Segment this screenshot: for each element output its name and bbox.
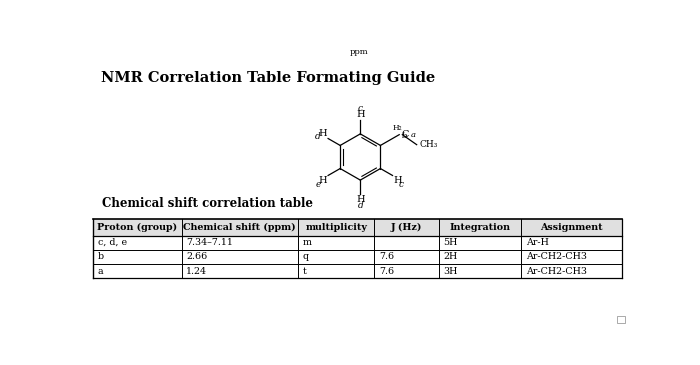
Text: b: b: [401, 132, 407, 140]
Text: d: d: [314, 132, 321, 141]
Text: 5H: 5H: [443, 238, 458, 247]
Text: H: H: [356, 110, 365, 119]
Text: ppm: ppm: [349, 48, 368, 55]
Text: 2H: 2H: [443, 253, 458, 261]
Text: CH₃: CH₃: [419, 140, 438, 149]
Text: H: H: [393, 176, 402, 185]
Text: a: a: [410, 131, 416, 139]
Text: Proton (group): Proton (group): [97, 223, 177, 232]
Text: t: t: [302, 267, 307, 276]
Text: Ar-H: Ar-H: [526, 238, 549, 247]
Text: 2.66: 2.66: [186, 253, 208, 261]
Text: 3H: 3H: [443, 267, 458, 276]
Text: c, d, e: c, d, e: [97, 238, 127, 247]
Text: Chemical shift correlation table: Chemical shift correlation table: [102, 197, 313, 210]
Text: c: c: [358, 104, 363, 113]
Text: e: e: [316, 180, 321, 189]
Text: C: C: [401, 130, 409, 139]
Text: m: m: [302, 238, 312, 247]
Text: c: c: [399, 180, 404, 189]
Text: H: H: [318, 176, 328, 185]
Text: H: H: [356, 195, 365, 204]
Text: Integration: Integration: [449, 223, 510, 231]
Text: b: b: [97, 253, 104, 261]
Text: Assignment: Assignment: [540, 223, 603, 231]
Text: q: q: [302, 253, 309, 261]
Text: 1.24: 1.24: [186, 267, 207, 276]
Bar: [617, 316, 624, 323]
Text: NMR Correlation Table Formating Guide: NMR Correlation Table Formating Guide: [102, 71, 435, 85]
Text: H: H: [318, 129, 328, 138]
Text: a: a: [97, 267, 103, 276]
Text: d: d: [358, 201, 363, 210]
Text: 7.6: 7.6: [379, 267, 394, 276]
Text: J (Hz): J (Hz): [391, 223, 422, 232]
Text: 7.6: 7.6: [379, 253, 394, 261]
Text: Ar-CH2-CH3: Ar-CH2-CH3: [526, 267, 587, 276]
Text: Chemical shift (ppm): Chemical shift (ppm): [183, 223, 296, 232]
Text: Ar-CH2-CH3: Ar-CH2-CH3: [526, 253, 587, 261]
Text: multiplicity: multiplicity: [305, 223, 367, 231]
Bar: [93, 219, 622, 235]
Text: H₂: H₂: [393, 124, 402, 131]
Text: 7.34–7.11: 7.34–7.11: [186, 238, 233, 247]
